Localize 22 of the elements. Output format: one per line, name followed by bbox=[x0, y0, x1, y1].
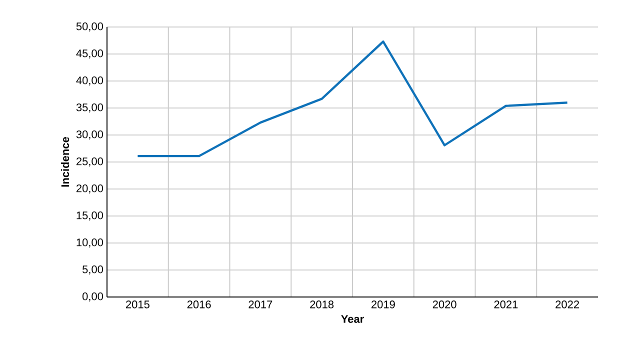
y-tick-label: 15,00 bbox=[76, 211, 104, 221]
y-tick-label: 10,00 bbox=[76, 238, 104, 248]
y-tick-label: 25,00 bbox=[76, 157, 104, 167]
x-tick-label: 2018 bbox=[310, 300, 334, 308]
y-tick-label: 0,00 bbox=[82, 292, 104, 302]
x-tick-label: 2015 bbox=[126, 300, 150, 308]
y-tick-label: 30,00 bbox=[76, 130, 104, 140]
y-tick-label: 45,00 bbox=[76, 49, 104, 59]
y-tick-label: 40,00 bbox=[76, 76, 104, 86]
y-tick-label: 20,00 bbox=[76, 184, 104, 194]
y-axis-title: Incidence bbox=[61, 137, 70, 187]
x-tick-label: 2022 bbox=[556, 300, 579, 308]
y-tick-label: 35,00 bbox=[76, 103, 104, 113]
line-series bbox=[136, 40, 568, 158]
x-tick-label: 2016 bbox=[187, 300, 211, 308]
x-tick-label: 2019 bbox=[372, 300, 395, 308]
x-tick-label: 2017 bbox=[248, 300, 272, 308]
x-tick-label: 2021 bbox=[494, 300, 518, 308]
x-tick-label: 2020 bbox=[432, 300, 456, 308]
x-axis-title: Year bbox=[341, 315, 364, 323]
y-tick-label: 5,00 bbox=[82, 265, 104, 275]
y-tick-label: 50,00 bbox=[76, 22, 104, 32]
